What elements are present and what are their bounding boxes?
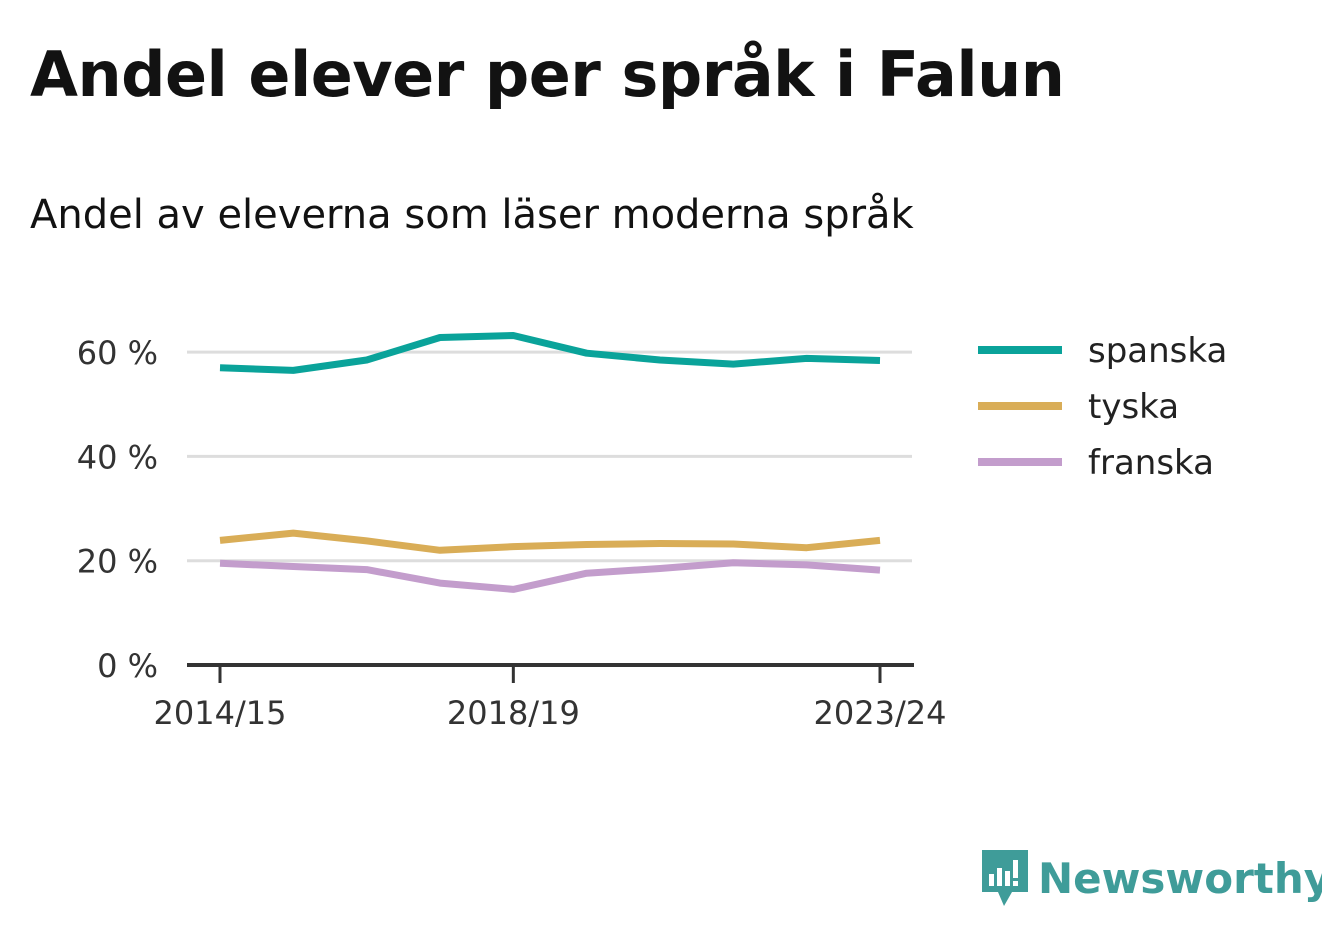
y-tick-label: 0 % — [97, 647, 158, 685]
series-line-franska — [219, 559, 881, 593]
legend-label-franska: franska — [1088, 443, 1214, 483]
x-tick-label: 2018/19 — [447, 694, 580, 732]
newsworthy-logo-text: Newsworthy — [1038, 853, 1322, 903]
y-tick-label: 40 % — [77, 438, 158, 476]
series-line-tyska — [219, 529, 881, 554]
chart-title: Andel elever per språk i Falun — [30, 38, 1065, 111]
chart-subtitle: Andel av eleverna som läser moderna språ… — [30, 192, 914, 238]
y-tick-label: 20 % — [77, 543, 158, 581]
x-tick-label: 2014/15 — [154, 694, 287, 732]
legend-label-spanska: spanska — [1088, 331, 1227, 371]
y-tick-label: 60 % — [77, 334, 158, 372]
x-tick-label: 2023/24 — [814, 694, 947, 732]
newsworthy-logo: Newsworthy — [980, 848, 1322, 908]
newsworthy-logo-icon — [982, 850, 1028, 906]
legend-label-tyska: tyska — [1088, 387, 1179, 427]
series-line-spanska — [219, 332, 881, 374]
